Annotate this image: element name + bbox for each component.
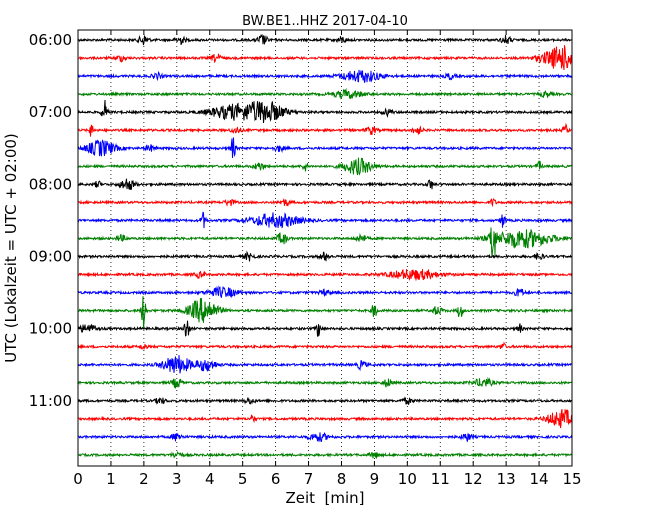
x-tick-label: 3 [172,470,182,488]
x-tick-label: 7 [304,470,314,488]
x-tick-label: 2 [139,470,149,488]
y-tick-label: 11:00 [29,392,72,410]
chart-title: BW.BE1..HHZ 2017-04-10 [242,14,408,29]
trace-row [77,178,573,190]
trace-row [77,376,573,389]
axis-ticks [77,30,573,466]
trace-row [77,450,573,459]
trace-row [77,33,573,46]
trace-row [77,45,573,71]
trace-row [77,99,573,124]
plot-frame [77,29,573,467]
trace-row [77,320,573,337]
trace-row [77,268,573,282]
trace-row [77,157,573,176]
x-tick-label: 10 [398,470,417,488]
x-tick-label: 0 [73,470,83,488]
y-tick-label: 07:00 [29,103,72,121]
trace-row [77,431,573,443]
x-tick-label: 9 [370,470,380,488]
x-tick-label: 12 [464,470,483,488]
trace-row [77,409,573,429]
trace-row [77,122,573,137]
trace-row [77,396,573,405]
x-tick-label: 1 [106,470,116,488]
seismogram-traces [77,33,573,459]
y-tick-label: 06:00 [29,31,72,49]
trace-row [77,69,573,83]
x-tick-label: 8 [337,470,347,488]
trace-row [77,87,573,100]
y-tick-label: 09:00 [29,247,72,265]
trace-row [77,285,573,299]
trace-row [77,198,573,208]
x-tick-label: 4 [205,470,215,488]
trace-row [77,250,573,262]
x-tick-label: 14 [530,470,549,488]
trace-row [77,227,573,258]
trace-row [78,296,573,328]
y-tick-label: 10:00 [29,320,72,338]
x-tick-label: 13 [497,470,516,488]
trace-row [77,341,573,350]
x-tick-label: 15 [562,470,581,488]
x-tick-labels: 0 1 2 3 4 5 6 7 8 9 10 11 12 13 14 15 [73,470,581,488]
trace-row [77,211,573,229]
trace-row [77,137,573,159]
x-grid [110,30,540,466]
x-tick-label: 6 [271,470,281,488]
x-tick-label: 5 [238,470,248,488]
x-tick-label: 11 [431,470,450,488]
trace-row [77,355,572,374]
y-tick-label: 08:00 [29,175,72,193]
y-tick-labels: 06:00 07:00 08:00 09:00 10:00 11:00 [29,31,72,410]
y-axis-label: UTC (Lokalzeit = UTC + 02:00) [2,133,20,363]
x-axis-label: Zeit [min] [285,489,364,507]
